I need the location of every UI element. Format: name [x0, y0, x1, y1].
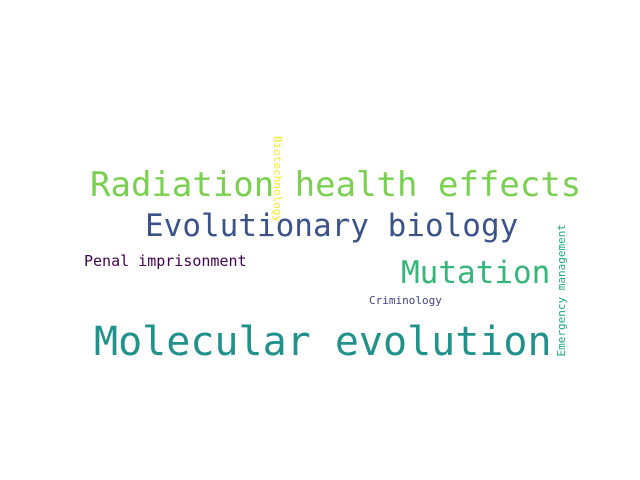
word-evolutionary-biology: Evolutionary biology	[145, 208, 519, 244]
word-biotechnology: Biotechnology	[271, 136, 284, 223]
word-mutation: Mutation	[401, 255, 551, 291]
word-emergency-management: Emergency management	[555, 224, 568, 357]
word-criminology: Criminology	[369, 294, 442, 307]
word-radiation-health-effects: Radiation health effects	[90, 165, 582, 205]
word-molecular-evolution: Molecular evolution	[94, 319, 552, 365]
word-penal-imprisonment: Penal imprisonment	[84, 252, 247, 270]
